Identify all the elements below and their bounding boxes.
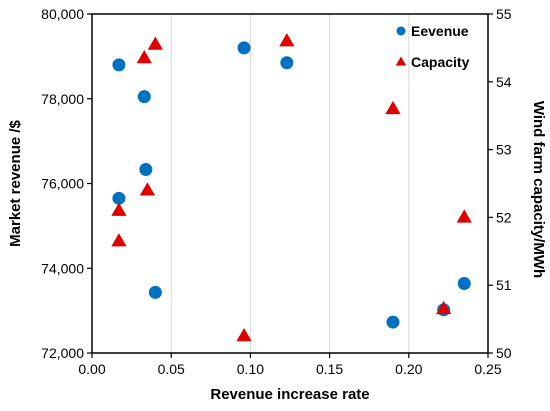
point-capacity (111, 202, 127, 216)
right-y-tick-label: 54 (496, 74, 512, 90)
tick-labels: 0.00 0.05 0.10 0.15 0.20 0.25 72,000 74,000 76,0… (41, 6, 512, 377)
legend-marker-capacity (395, 56, 407, 66)
point-capacity (436, 300, 452, 315)
left-y-tick-label: 72,000 (41, 345, 84, 361)
legend: Eevenue Capacity (395, 23, 470, 70)
x-tick-label: 0.05 (158, 361, 185, 377)
point-eevenue (139, 163, 153, 177)
point-capacity (139, 182, 156, 196)
point-eevenue (112, 191, 126, 205)
left-y-tick-label: 80,000 (41, 6, 84, 22)
x-tick-label: 0.15 (316, 361, 343, 377)
right-y-tick-label: 55 (496, 6, 512, 22)
point-capacity (111, 233, 127, 247)
x-axis-title: Revenue increase rate (210, 386, 369, 403)
x-tick-label: 0.10 (237, 361, 264, 377)
data-points (111, 33, 472, 342)
x-tick-label: 0.25 (474, 361, 501, 377)
axes (87, 13, 493, 358)
point-capacity (456, 209, 472, 223)
point-eevenue (137, 90, 151, 104)
point-capacity (147, 36, 163, 50)
point-eevenue (148, 285, 162, 299)
point-eevenue (457, 277, 471, 291)
point-eevenue (280, 56, 294, 70)
right-y-tick-label: 53 (496, 142, 512, 158)
point-capacity (279, 33, 295, 47)
right-y-tick-label: 50 (496, 345, 512, 361)
x-tick-label: 0.20 (395, 361, 422, 377)
legend-label-capacity: Capacity (411, 54, 470, 70)
left-y-tick-label: 78,000 (41, 91, 84, 107)
legend-marker-revenue (396, 26, 406, 36)
left-y-axis-title: Market revenue /$ (7, 119, 24, 246)
point-capacity (236, 328, 252, 342)
point-capacity (136, 50, 152, 64)
right-y-tick-label: 51 (496, 277, 512, 293)
point-eevenue (386, 315, 400, 329)
point-eevenue (237, 41, 251, 55)
point-eevenue (112, 58, 126, 72)
grid-lines (170, 14, 410, 353)
point-capacity (385, 100, 401, 115)
left-y-tick-label: 76,000 (41, 176, 84, 192)
x-tick-label: 0.00 (78, 361, 105, 377)
right-y-axis-title: Wind farm capacity/MWh (530, 101, 547, 278)
right-y-tick-label: 52 (496, 209, 512, 225)
legend-label-revenue: Eevenue (411, 23, 469, 39)
left-y-tick-label: 74,000 (41, 260, 84, 276)
